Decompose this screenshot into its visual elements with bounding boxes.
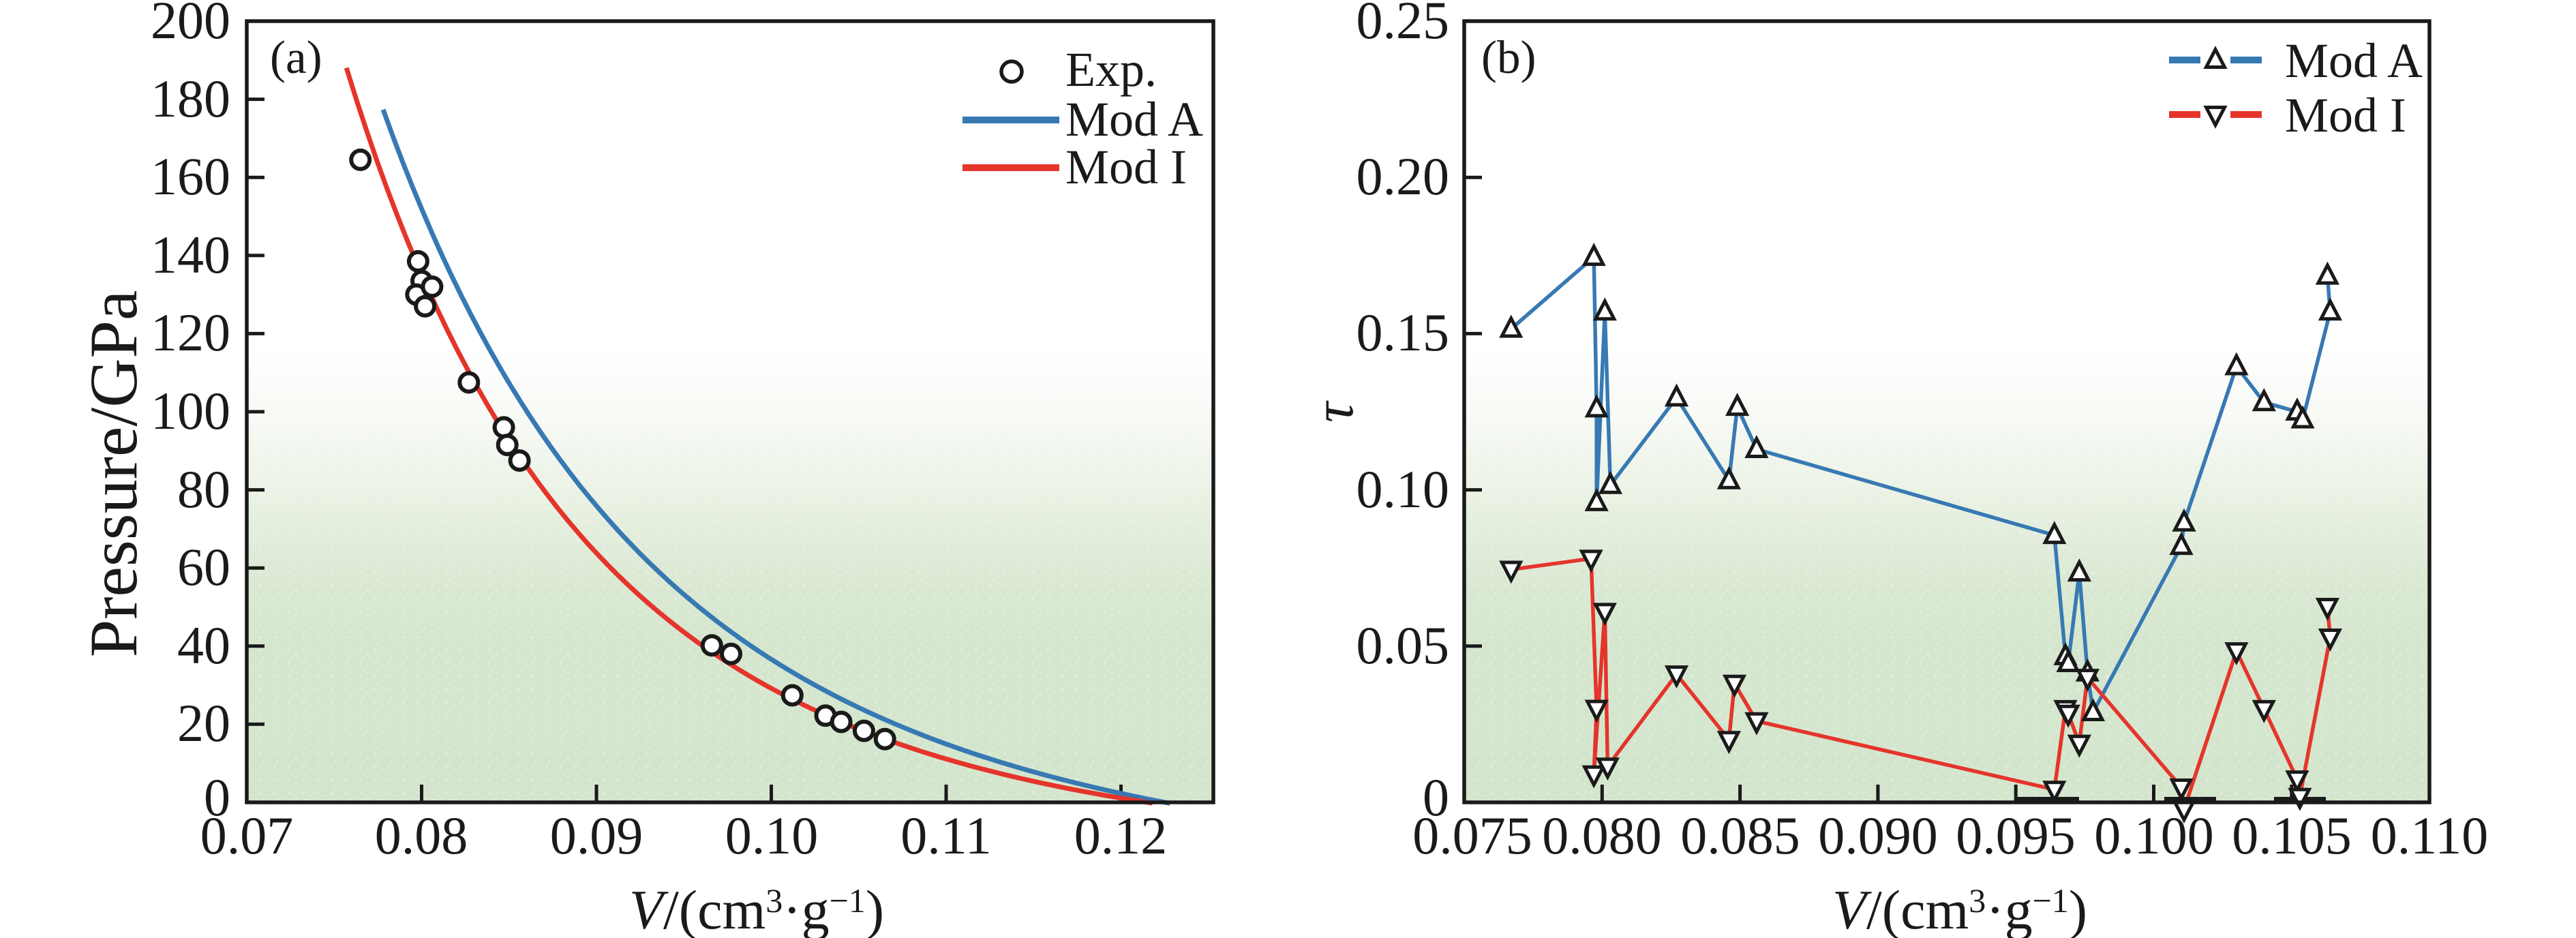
svg-text:0.09: 0.09	[550, 806, 643, 865]
svg-text:120: 120	[151, 303, 230, 362]
svg-text:80: 80	[177, 459, 230, 519]
svg-text:160: 160	[151, 147, 230, 206]
svg-text:Mod A: Mod A	[1065, 92, 1203, 147]
svg-text:0.15: 0.15	[1357, 303, 1450, 362]
svg-text:140: 140	[151, 225, 230, 284]
svg-text:Exp.: Exp.	[1065, 42, 1157, 97]
svg-text:τ: τ	[1302, 400, 1365, 423]
svg-text:0.085: 0.085	[1680, 806, 1800, 865]
svg-text:0.105: 0.105	[2232, 806, 2352, 865]
svg-text:0.11: 0.11	[900, 806, 992, 865]
svg-text:0.090: 0.090	[1818, 806, 1938, 865]
svg-text:100: 100	[151, 381, 230, 440]
svg-text:Mod I: Mod I	[2285, 88, 2406, 142]
svg-text:0.095: 0.095	[1956, 806, 2076, 865]
svg-text:200: 200	[151, 0, 230, 50]
svg-text:0: 0	[204, 768, 230, 827]
svg-text:180: 180	[151, 69, 230, 128]
svg-text:0.10: 0.10	[725, 806, 819, 865]
svg-text:0.080: 0.080	[1542, 806, 1662, 865]
svg-text:(a): (a)	[270, 31, 322, 83]
svg-text:60: 60	[177, 537, 230, 596]
svg-text:0.20: 0.20	[1357, 147, 1450, 206]
svg-text:V/(cm3·g−1): V/(cm3·g−1)	[1832, 879, 2087, 938]
svg-text:0.075: 0.075	[1412, 806, 1532, 865]
svg-text:0.08: 0.08	[375, 806, 468, 865]
svg-text:0.05: 0.05	[1357, 616, 1450, 675]
svg-text:0.25: 0.25	[1357, 0, 1450, 50]
svg-text:Mod I: Mod I	[1065, 140, 1187, 194]
svg-text:20: 20	[177, 693, 230, 753]
svg-text:Mod A: Mod A	[2285, 33, 2423, 88]
svg-text:0.07: 0.07	[200, 806, 294, 865]
svg-text:0.10: 0.10	[1357, 459, 1450, 519]
svg-text:0.100: 0.100	[2094, 806, 2214, 865]
svg-text:Pressure/GPa: Pressure/GPa	[76, 290, 151, 658]
svg-text:0.12: 0.12	[1074, 806, 1168, 865]
svg-text:(b): (b)	[1481, 31, 1536, 83]
svg-text:40: 40	[177, 616, 230, 675]
svg-text:0: 0	[1423, 768, 1449, 827]
svg-text:0.110: 0.110	[2371, 806, 2489, 865]
